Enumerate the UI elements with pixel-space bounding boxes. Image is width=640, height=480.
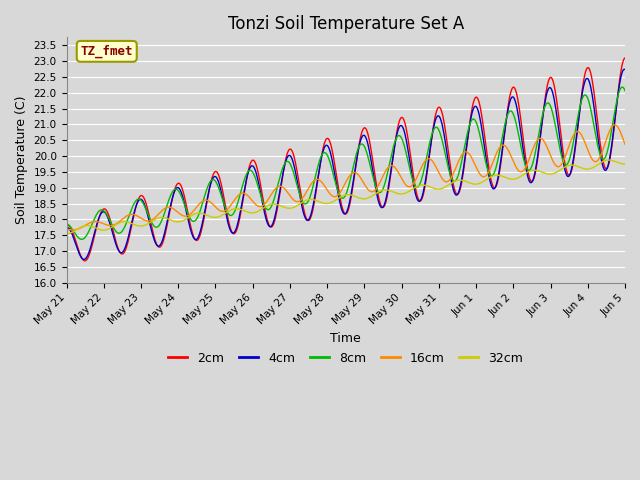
32cm: [131, 222, 138, 228]
2cm: [431, 116, 438, 122]
Y-axis label: Soil Temperature (C): Soil Temperature (C): [15, 96, 28, 224]
4cm: [80, 256, 88, 262]
2cm: [73, 241, 81, 247]
32cm: [187, 213, 195, 219]
8cm: [621, 88, 629, 94]
8cm: [618, 84, 626, 90]
2cm: [131, 208, 139, 214]
8cm: [73, 233, 81, 239]
8cm: [217, 192, 225, 198]
8cm: [188, 217, 195, 223]
Line: 8cm: 8cm: [67, 87, 625, 239]
4cm: [620, 66, 628, 72]
16cm: [69, 227, 77, 233]
Title: Tonzi Soil Temperature Set A: Tonzi Soil Temperature Set A: [228, 15, 464, 33]
4cm: [63, 225, 70, 230]
X-axis label: Time: Time: [330, 332, 361, 345]
32cm: [621, 161, 629, 167]
Line: 4cm: 4cm: [67, 69, 625, 259]
4cm: [431, 120, 438, 126]
16cm: [611, 122, 619, 128]
4cm: [415, 198, 422, 204]
32cm: [605, 157, 612, 163]
Legend: 2cm, 4cm, 8cm, 16cm, 32cm: 2cm, 4cm, 8cm, 16cm, 32cm: [163, 347, 528, 370]
Line: 32cm: 32cm: [67, 160, 625, 234]
2cm: [621, 55, 629, 61]
32cm: [430, 185, 438, 191]
8cm: [63, 221, 70, 227]
4cm: [131, 207, 139, 213]
16cm: [131, 212, 139, 218]
8cm: [431, 125, 438, 131]
8cm: [78, 236, 86, 242]
Line: 2cm: 2cm: [67, 58, 625, 261]
16cm: [188, 210, 195, 216]
4cm: [621, 67, 629, 72]
4cm: [217, 188, 225, 194]
32cm: [414, 183, 422, 189]
Text: TZ_fmet: TZ_fmet: [81, 45, 133, 58]
16cm: [217, 208, 225, 214]
16cm: [63, 227, 70, 232]
16cm: [415, 171, 422, 177]
4cm: [188, 230, 195, 236]
16cm: [431, 162, 438, 168]
2cm: [81, 258, 89, 264]
8cm: [415, 183, 422, 189]
4cm: [73, 244, 81, 250]
32cm: [216, 213, 224, 219]
32cm: [73, 227, 81, 233]
32cm: [63, 231, 70, 237]
2cm: [415, 196, 422, 202]
16cm: [74, 227, 81, 232]
16cm: [621, 141, 629, 147]
2cm: [63, 223, 70, 228]
8cm: [131, 199, 139, 205]
Line: 16cm: 16cm: [67, 125, 625, 230]
2cm: [217, 181, 225, 187]
2cm: [188, 227, 195, 233]
